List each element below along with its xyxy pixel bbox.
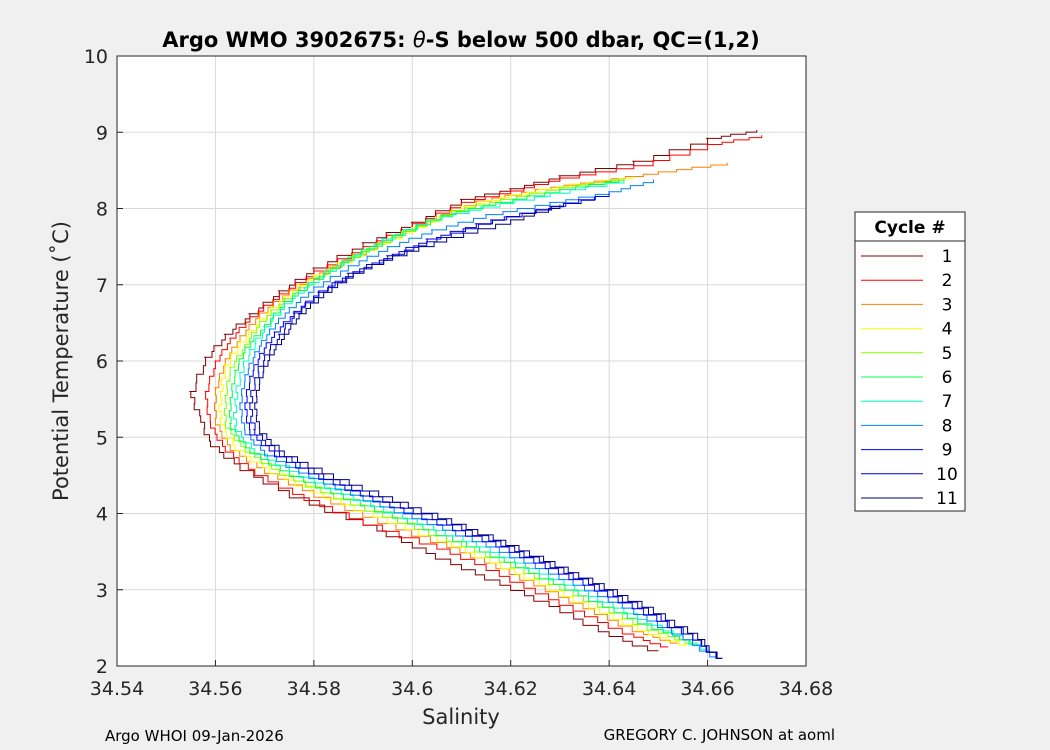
- series-line-cycle-7: [233, 179, 708, 650]
- y-tick-label: 9: [96, 122, 108, 144]
- chart-title: Argo WMO 3902675: θ-S below 500 dbar, QC…: [162, 28, 759, 52]
- legend-label-8: 8: [942, 416, 953, 436]
- x-tick-label: 34.68: [779, 678, 833, 700]
- footer-right: GREGORY C. JOHNSON at aoml: [604, 726, 835, 744]
- x-tick-label: 34.56: [188, 678, 242, 700]
- y-axis-label: Potential Temperature (˚C): [49, 221, 73, 501]
- y-tick-label: 4: [96, 504, 108, 526]
- legend-label-1: 1: [942, 247, 953, 267]
- legend-label-9: 9: [942, 441, 953, 461]
- series-line-cycle-9: [244, 193, 723, 659]
- series-lines: [189, 130, 763, 659]
- series-line-cycle-2: [204, 135, 763, 648]
- series-line-cycle-10: [248, 197, 723, 659]
- y-tick-label: 2: [96, 656, 108, 678]
- x-tick-label: 34.54: [90, 678, 144, 700]
- series-line-cycle-11: [253, 204, 723, 659]
- legend: Cycle # 1 2 3 4 5 6 7 8 9 10 11: [854, 211, 966, 512]
- series-line-cycle-5: [223, 178, 693, 644]
- legend-label-5: 5: [942, 344, 953, 364]
- ticks: 34.54 34.56 34.58 34.6 34.62 34.64 34.66 34.68 2…: [84, 46, 833, 700]
- y-tick-label: 10: [84, 46, 108, 68]
- legend-label-3: 3: [942, 295, 953, 315]
- y-tick-label: 5: [96, 427, 108, 449]
- x-axis-label: Salinity: [422, 705, 500, 729]
- legend-title: Cycle #: [874, 218, 945, 238]
- y-tick-label: 8: [96, 199, 108, 221]
- series-line-cycle-1: [189, 130, 758, 652]
- series-line-cycle-8: [239, 179, 718, 658]
- x-tick-label: 34.62: [484, 678, 538, 700]
- legend-box: [854, 211, 966, 512]
- legend-items: 1 2 3 4 5 6 7 8 9 10 11: [861, 247, 958, 509]
- y-tick-label: 3: [96, 580, 108, 602]
- legend-label-11: 11: [936, 489, 958, 509]
- footer-left: Argo WHOI 09-Jan-2026: [105, 727, 284, 745]
- legend-label-10: 10: [936, 465, 958, 485]
- y-tick-label: 7: [96, 275, 108, 297]
- x-tick-label: 34.64: [582, 678, 636, 700]
- legend-label-6: 6: [942, 368, 953, 388]
- legend-label-7: 7: [942, 392, 953, 412]
- y-tick-label: 6: [96, 351, 108, 373]
- x-tick-label: 34.58: [287, 678, 341, 700]
- x-tick-label: 34.66: [680, 678, 734, 700]
- legend-label-2: 2: [942, 271, 953, 291]
- x-tick-label: 34.6: [391, 678, 433, 700]
- legend-label-4: 4: [942, 320, 953, 340]
